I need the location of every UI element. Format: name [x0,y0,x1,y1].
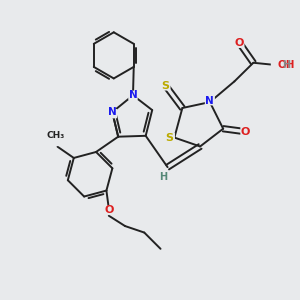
Text: N: N [108,107,117,117]
FancyBboxPatch shape [128,91,138,100]
FancyBboxPatch shape [165,133,175,142]
FancyBboxPatch shape [282,60,290,70]
Text: O: O [104,206,113,215]
FancyBboxPatch shape [205,96,215,105]
Text: N: N [129,90,137,100]
Text: S: S [165,133,173,142]
FancyBboxPatch shape [240,127,250,137]
Text: CH₃: CH₃ [47,131,65,140]
FancyBboxPatch shape [108,109,117,118]
Text: N: N [206,96,214,106]
Text: S: S [161,80,169,91]
FancyBboxPatch shape [271,60,284,70]
FancyBboxPatch shape [160,80,170,91]
Text: O: O [241,127,250,137]
Text: H: H [282,60,290,70]
Text: O: O [235,38,244,48]
Text: OH: OH [278,60,295,70]
FancyBboxPatch shape [234,38,244,48]
FancyBboxPatch shape [158,169,166,177]
FancyBboxPatch shape [47,136,65,146]
FancyBboxPatch shape [104,206,113,215]
Text: H: H [159,172,167,182]
